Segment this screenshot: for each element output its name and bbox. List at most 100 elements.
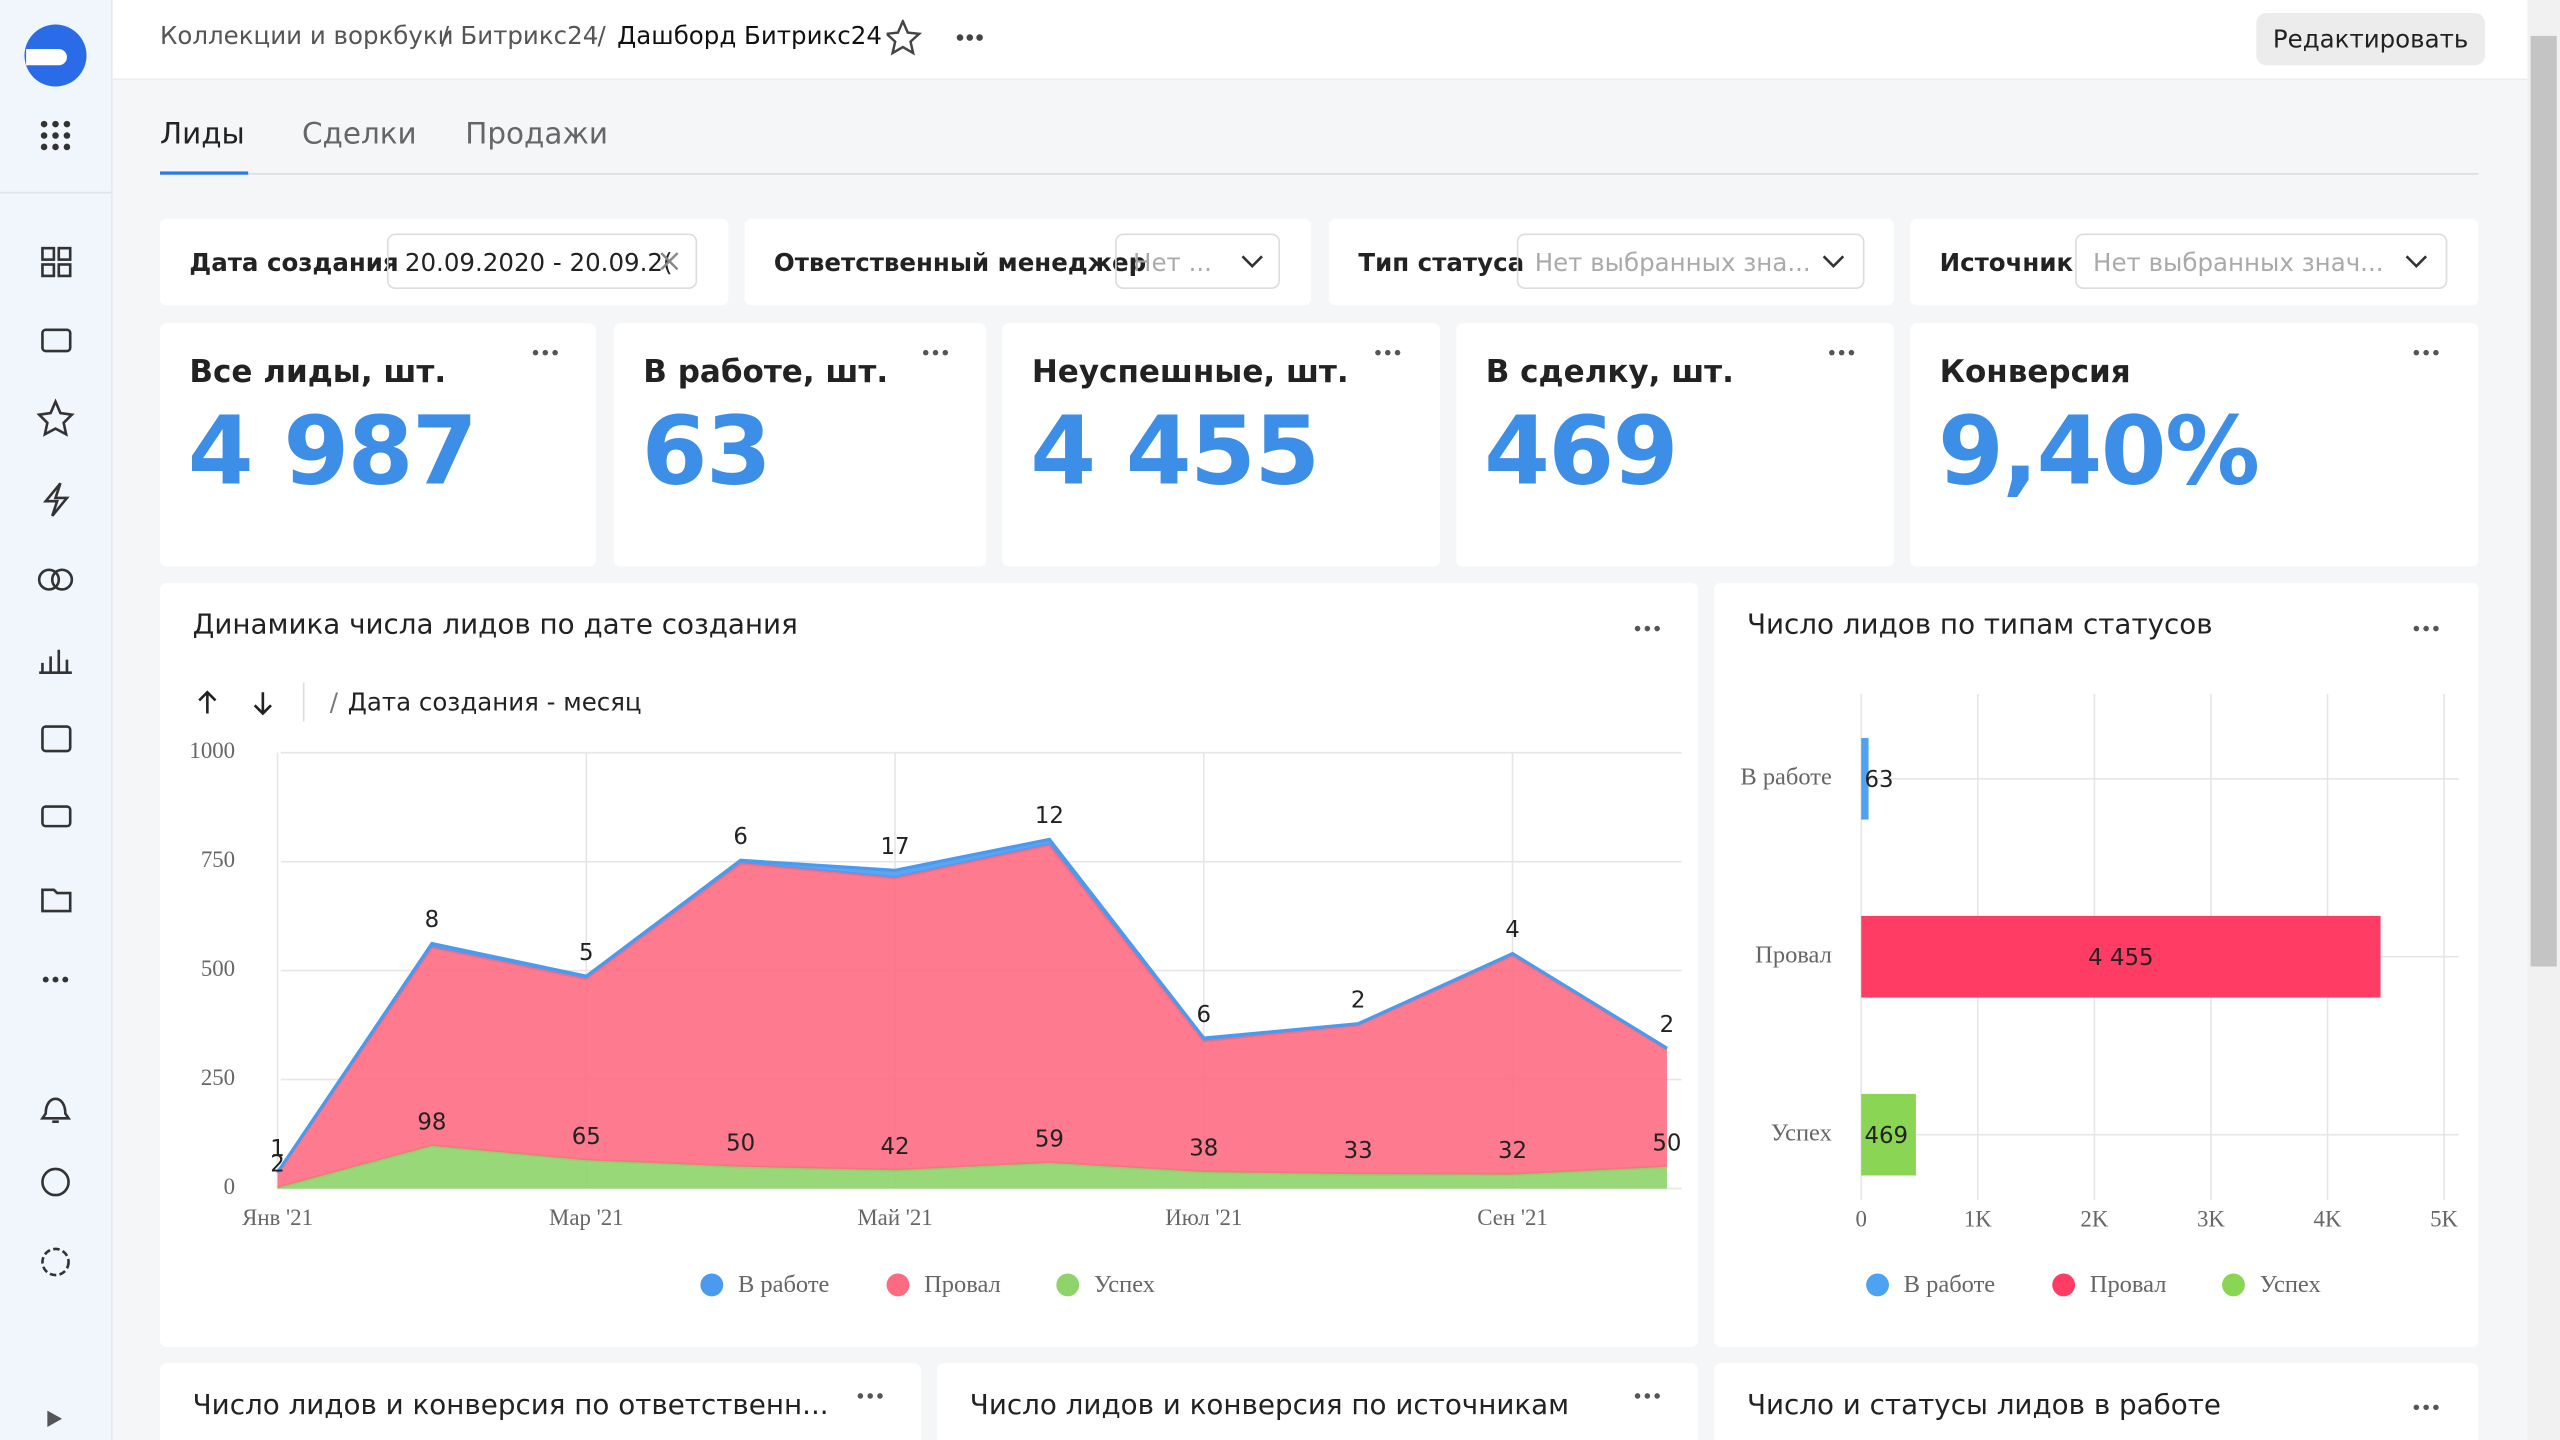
y-tick-label: 0 [224, 1174, 235, 1199]
legend-label: В работе [738, 1271, 830, 1298]
kpi-title: Конверсия [1939, 354, 2131, 391]
chart-card: Число лидов и конверсия по ответственн..… [160, 1363, 921, 1440]
data-label: 59 [1035, 1126, 1064, 1152]
filter-label: Источник [1939, 248, 2074, 278]
legend-marker [700, 1273, 724, 1297]
y-tick-label: 500 [201, 956, 235, 981]
select[interactable]: Нет выбранных знач... [2075, 233, 2448, 289]
legend-label: Успех [2260, 1271, 2321, 1298]
filter: Дата создания 20.09.2020 - 20.09.2( [160, 218, 729, 306]
menu-button[interactable] [2413, 625, 2439, 632]
kpi-value: 4 987 [187, 395, 478, 507]
sidebar-icons [0, 24, 112, 1427]
breadcrumb[interactable]: Битрикс24 [460, 21, 599, 51]
dashboards-icon[interactable] [41, 725, 72, 753]
data-label: 63 [1864, 767, 1893, 793]
legend-label: Провал [924, 1271, 1001, 1298]
data-label: 2 [1660, 1012, 1675, 1038]
filter: Ответственный менеджер Нет ... [744, 218, 1312, 306]
tab[interactable]: Сделки [302, 117, 417, 152]
x-tick-label: 0 [1856, 1206, 1867, 1231]
kpi-value: 469 [1484, 395, 1678, 507]
tab-active[interactable]: Лиды [160, 117, 245, 152]
tab-indicator [160, 171, 249, 175]
legend-label: В работе [1904, 1271, 1996, 1298]
menu-button[interactable] [1634, 1393, 1660, 1399]
data-label: 469 [1864, 1123, 1908, 1149]
kpi-card: Неуспешные, шт. 4 455 [1002, 323, 1440, 567]
menu-button[interactable] [2413, 1404, 2439, 1411]
area-line [276, 837, 1668, 1174]
data-label: 6 [733, 824, 748, 850]
more-button[interactable] [956, 34, 983, 41]
area [277, 844, 1667, 1188]
legend-marker [2052, 1273, 2076, 1297]
bar [1861, 915, 2381, 998]
legend-label: Успех [1094, 1271, 1155, 1298]
legend-marker [2222, 1273, 2245, 1297]
y-tick-label: 250 [201, 1065, 235, 1090]
y-tick-label: 1000 [189, 738, 235, 763]
help-icon[interactable] [41, 1167, 70, 1197]
header-icons [886, 19, 983, 56]
scrollbar-thumb[interactable] [2530, 35, 2557, 967]
data-label: 5 [579, 940, 594, 966]
workbooks-icon[interactable] [41, 328, 72, 353]
sort-label: Дата создания - месяц [348, 688, 642, 717]
data-label: 33 [1344, 1138, 1373, 1164]
menu-button[interactable] [532, 349, 558, 356]
legend-marker [886, 1273, 910, 1297]
header: Коллекции и воркбуки / Битрикс24 / Дашбо… [112, 0, 2560, 80]
card-menus [532, 349, 2439, 1411]
date-input[interactable]: 20.09.2020 - 20.09.2( [386, 233, 698, 289]
separator: / [330, 688, 339, 717]
logo-mark [26, 48, 67, 66]
sidebar [0, 0, 113, 1440]
legend-marker [1056, 1273, 1080, 1297]
menu-button[interactable] [2413, 349, 2439, 356]
menu-button[interactable] [1634, 625, 1660, 632]
chart-title: Число и статусы лидов в работе [1746, 1389, 2221, 1423]
scrollbar [2527, 0, 2560, 1440]
charts-icon[interactable] [39, 649, 72, 674]
datasets-icon[interactable] [37, 568, 74, 591]
tab[interactable]: Продажи [465, 117, 608, 152]
more-icon[interactable] [42, 976, 69, 983]
apps-icon[interactable] [40, 120, 71, 151]
monitoring-icon[interactable] [41, 805, 72, 828]
kpi-value: 9,40% [1937, 395, 2260, 507]
menu-button[interactable] [1829, 349, 1855, 356]
favorites-icon[interactable] [36, 398, 75, 437]
collapse-button[interactable] [47, 1410, 63, 1427]
chart-card: Число лидов и конверсия по источникам [937, 1363, 1698, 1440]
notifications-icon[interactable] [40, 1097, 72, 1123]
clear-icon[interactable] [660, 251, 680, 271]
filter-label: Дата создания [189, 248, 399, 278]
filter: Источник Нет выбранных знач... [1910, 218, 2479, 306]
data-label: 4 455 [2088, 945, 2153, 971]
legend-marker [1866, 1273, 1889, 1297]
sort-asc[interactable] [198, 690, 217, 714]
sort-desc[interactable] [253, 692, 272, 716]
chart-title: Число лидов по типам статусов [1746, 608, 2213, 642]
select[interactable]: Нет ... [1115, 233, 1280, 289]
y-tick-label: Успех [1771, 1119, 1832, 1146]
select[interactable]: Нет выбранных зна... [1516, 233, 1865, 289]
menu-button[interactable] [857, 1393, 883, 1399]
chart-card: Число и статусы лидов в работе [1714, 1363, 2479, 1440]
data-label: 17 [881, 834, 910, 860]
breadcrumb[interactable]: Коллекции и воркбуки [160, 21, 454, 51]
kpi-title: В сделку, шт. [1485, 354, 1734, 391]
x-tick-label: Сен '21 [1477, 1205, 1548, 1230]
connections-icon[interactable] [42, 482, 70, 517]
filter-label: Ответственный менеджер [773, 248, 1147, 278]
folder-icon[interactable] [41, 888, 72, 913]
favorite-button[interactable] [886, 19, 923, 56]
edit-button[interactable]: Редактировать [2256, 13, 2485, 66]
settings-icon[interactable] [41, 1247, 70, 1277]
collections-icon[interactable] [41, 246, 72, 278]
y-tick-label: 750 [201, 847, 235, 872]
menu-button[interactable] [1375, 349, 1401, 356]
y-tick-label: В работе [1740, 763, 1832, 790]
menu-button[interactable] [922, 349, 949, 356]
